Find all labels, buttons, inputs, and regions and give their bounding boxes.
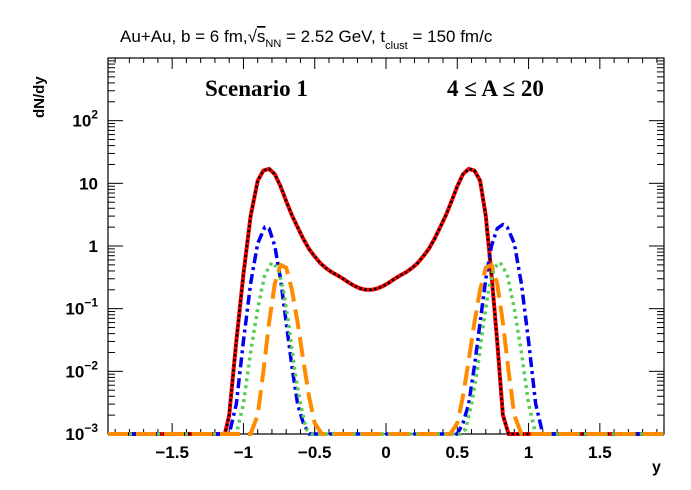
title-energy: = 2.52 GeV, t xyxy=(281,27,385,46)
x-tick-label: 1.5 xyxy=(588,443,612,462)
y-tick-label: 10−3 xyxy=(65,421,98,444)
series-group xyxy=(108,166,664,436)
y-tick-label: 10 xyxy=(79,174,98,193)
scenario-annotation: Scenario 1 xyxy=(205,76,308,101)
title-sqrt-s: s xyxy=(257,27,266,46)
x-tick-label: 0 xyxy=(381,443,390,462)
x-tick-label: −1.5 xyxy=(155,443,189,462)
title-sqrt-s-sub: NN xyxy=(265,38,281,50)
y-axis-label: dN/dy xyxy=(31,76,48,118)
series-line-2 xyxy=(108,167,664,436)
chart-title: Au+Au, b = 6 fm,√sNN = 2.52 GeV, tclust … xyxy=(120,27,493,52)
title-time: = 150 fm/c xyxy=(408,27,493,46)
mass-range-annotation: 4 ≤ A ≤ 20 xyxy=(447,76,544,101)
x-tick-label: 1 xyxy=(524,443,533,462)
title-prefix: Au+Au, b = 6 fm, xyxy=(120,27,248,46)
series-line-1 xyxy=(108,166,664,436)
x-tick-label: −1 xyxy=(234,443,253,462)
y-tick-label: 10−2 xyxy=(65,358,98,381)
sqrt-radical: √ xyxy=(248,27,258,46)
x-tick-label: 0.5 xyxy=(445,443,469,462)
y-tick-label: 102 xyxy=(72,108,98,131)
x-tick-label: −0.5 xyxy=(298,443,332,462)
title-t-sub: clust xyxy=(385,40,408,52)
y-tick-label: 1 xyxy=(89,237,98,256)
plot-frame xyxy=(107,57,665,435)
series-line-3 xyxy=(108,222,664,436)
x-axis-label: y xyxy=(652,459,661,476)
series-line-4 xyxy=(108,260,664,436)
series-line-5 xyxy=(108,262,664,436)
ticks-group: −1.5 −1 −0.5 0 0.5 1 1.5 10−3 10−2 10−1 1 10 102 xyxy=(65,58,664,462)
y-tick-label: 10−1 xyxy=(65,296,98,319)
